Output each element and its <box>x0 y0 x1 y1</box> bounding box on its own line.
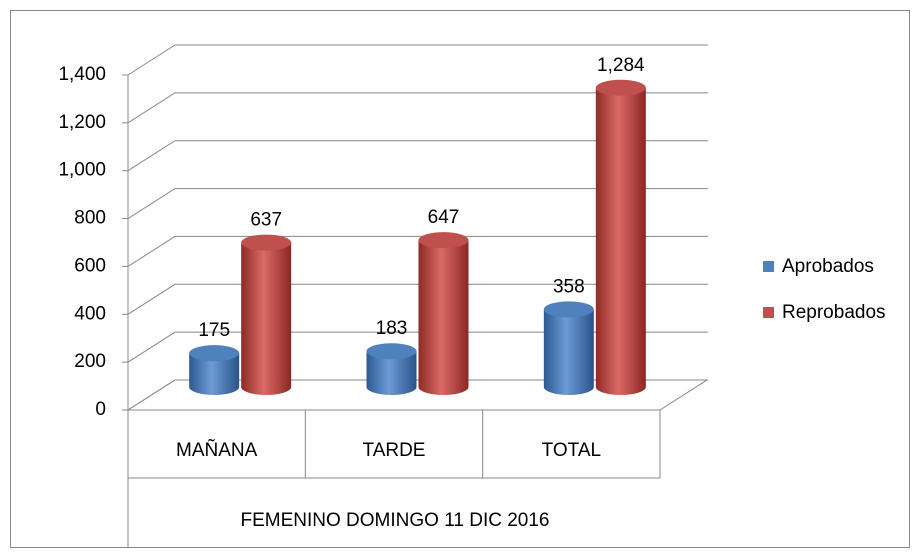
x-tick-label: TARDE <box>363 440 426 461</box>
grid-line <box>127 283 708 315</box>
y-tick-label: 400 <box>74 303 106 324</box>
y-tick-label: 0 <box>95 399 106 420</box>
legend-swatch <box>763 261 774 272</box>
bar <box>543 309 594 395</box>
legend-label: Reprobados <box>782 302 886 323</box>
bar-top <box>543 301 594 318</box>
data-label: 1,284 <box>597 55 645 76</box>
y-tick-label: 200 <box>74 351 106 372</box>
bar-top <box>189 345 240 362</box>
data-label: 637 <box>250 210 282 231</box>
bar <box>366 351 417 395</box>
grid-line <box>127 140 708 172</box>
bar-top <box>418 232 469 249</box>
legend-label: Aprobados <box>782 256 874 277</box>
data-label: 358 <box>553 276 585 297</box>
grid-line <box>127 331 708 363</box>
x-axis-title: FEMENINO DOMINGO 11 DIC 2016 <box>241 510 550 531</box>
y-tick-label: 1,400 <box>58 64 106 85</box>
bar <box>418 240 469 395</box>
grid-line <box>127 235 708 267</box>
data-label: 183 <box>376 318 408 339</box>
y-tick-label: 1,000 <box>58 160 106 181</box>
data-label: 647 <box>428 207 460 228</box>
plot: 0 200 400 600 800 1,000 1,200 1,400 MAÑANA TARDE T… <box>58 44 886 548</box>
grid-line <box>127 379 708 411</box>
y-tick-label: 600 <box>74 255 106 276</box>
y-tick-label: 1,200 <box>58 112 106 133</box>
legend-swatch <box>763 307 774 318</box>
grid-line <box>127 92 708 124</box>
y-tick-label: 800 <box>74 208 106 229</box>
bar <box>189 353 240 395</box>
grid-line <box>127 188 708 219</box>
data-label: 175 <box>198 320 230 341</box>
bar-top <box>241 234 292 251</box>
bar <box>595 87 646 395</box>
x-tick-label: TOTAL <box>542 440 601 461</box>
bar-top <box>595 79 646 96</box>
x-tick-label: MAÑANA <box>176 439 258 461</box>
bar-top <box>366 343 417 360</box>
bar <box>241 242 292 395</box>
grid-line <box>127 44 708 76</box>
